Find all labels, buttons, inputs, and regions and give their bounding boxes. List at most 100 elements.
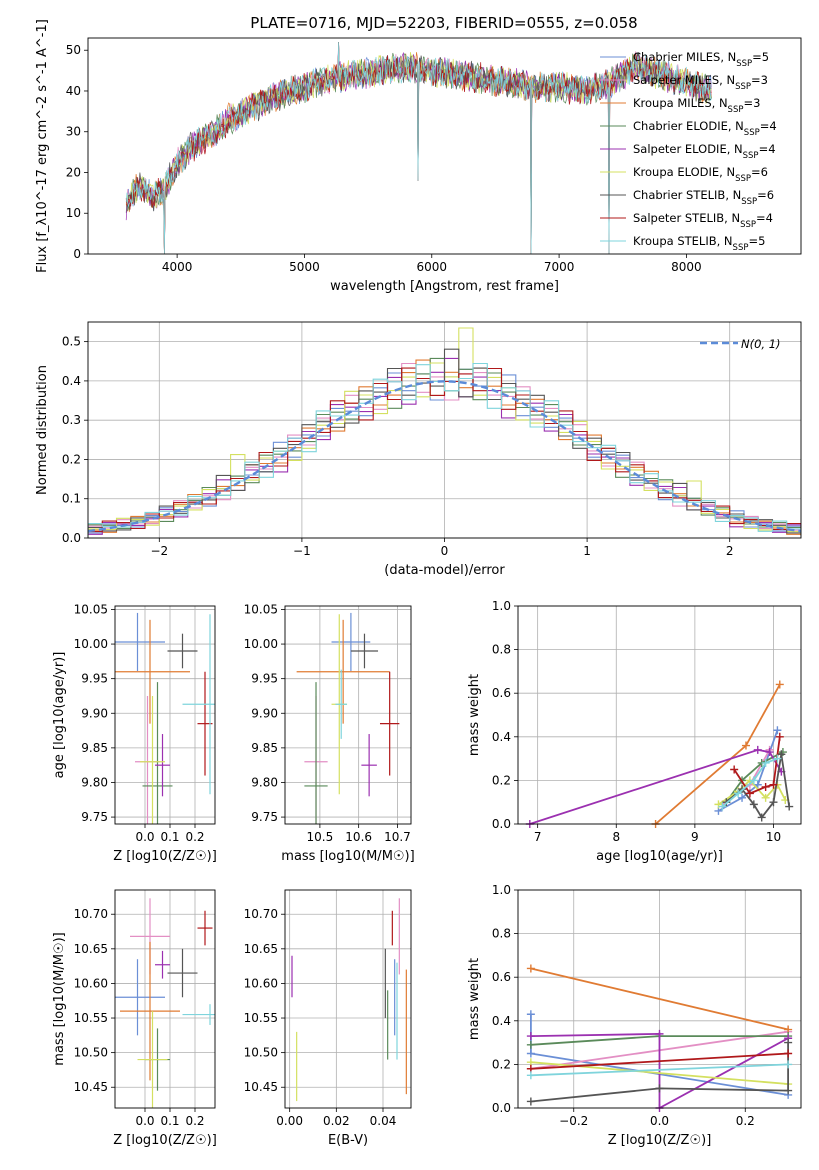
weight-marker bbox=[526, 1010, 535, 1019]
y-tick-label: 20 bbox=[66, 165, 81, 179]
weight-marker bbox=[745, 789, 754, 798]
x-axis-label: Z [log10(Z/Z☉)] bbox=[113, 849, 217, 864]
y-tick-label: 1.0 bbox=[492, 599, 511, 613]
x-tick-label: 7000 bbox=[544, 260, 575, 274]
y-tick-label: 10.05 bbox=[244, 602, 278, 616]
y-tick-label: 9.95 bbox=[251, 672, 278, 686]
x-tick-label: −1 bbox=[293, 544, 311, 558]
y-tick-label: 40 bbox=[66, 84, 81, 98]
y-tick-label: 0.5 bbox=[62, 335, 81, 349]
weight-marker bbox=[526, 964, 535, 973]
y-tick-label: 9.80 bbox=[251, 775, 278, 789]
weight-marker bbox=[655, 1084, 664, 1093]
legend-label: Chabrier ELODIE, NSSP=4 bbox=[633, 119, 777, 138]
y-tick-label: 10.00 bbox=[244, 637, 278, 651]
y-tick-label: 0.0 bbox=[492, 817, 511, 831]
y-tick-label: 0.4 bbox=[62, 374, 81, 388]
axes-frame bbox=[517, 605, 802, 825]
x-tick-label: −2 bbox=[150, 544, 168, 558]
x-tick-label: 8 bbox=[612, 830, 620, 844]
weight-line bbox=[655, 684, 781, 824]
y-tick-label: 0.2 bbox=[492, 1057, 511, 1071]
y-tick-label: 0.2 bbox=[62, 452, 81, 466]
y-tick-label: 10.00 bbox=[74, 637, 108, 651]
y-tick-label: 10.45 bbox=[74, 1080, 108, 1094]
y-tick-label: 0.3 bbox=[62, 413, 81, 427]
x-tick-label: 10.7 bbox=[384, 830, 411, 844]
y-tick-label: 10.65 bbox=[74, 942, 108, 956]
weight-marker bbox=[765, 748, 774, 757]
y-tick-label: 50 bbox=[66, 43, 81, 57]
weight-marker bbox=[749, 800, 758, 809]
weight-marker bbox=[753, 745, 762, 754]
axes-frame bbox=[517, 889, 802, 1109]
legend-label: Kroupa MILES, NSSP=3 bbox=[633, 96, 760, 115]
x-tick-label: 10 bbox=[766, 830, 781, 844]
weight-marker bbox=[761, 793, 770, 802]
weight-marker bbox=[773, 726, 782, 735]
y-tick-label: 9.85 bbox=[81, 741, 108, 755]
y-tick-label: 9.80 bbox=[81, 775, 108, 789]
x-tick-label: 0 bbox=[441, 544, 449, 558]
x-axis-label: age [log10(age/yr)] bbox=[596, 849, 723, 864]
y-tick-label: 1.0 bbox=[492, 883, 511, 897]
y-tick-label: 9.75 bbox=[251, 810, 278, 824]
axes-frame bbox=[284, 889, 412, 1109]
x-tick-label: 9 bbox=[691, 830, 699, 844]
x-tick-label: 0.1 bbox=[160, 1114, 179, 1128]
legend-label: N(0, 1) bbox=[741, 337, 781, 351]
y-tick-label: 9.90 bbox=[81, 706, 108, 720]
legend-label: Kroupa STELIB, NSSP=5 bbox=[633, 234, 765, 253]
y-tick-label: 0 bbox=[73, 247, 81, 261]
y-tick-label: 10.50 bbox=[74, 1046, 108, 1060]
y-tick-label: 10.65 bbox=[244, 942, 278, 956]
x-tick-label: 10.6 bbox=[345, 830, 372, 844]
y-tick-label: 9.85 bbox=[251, 741, 278, 755]
x-tick-label: 0.0 bbox=[135, 1114, 154, 1128]
y-axis-label: Flux [f_λ10^-17 erg cm^-2 s^-1 A^-1] bbox=[35, 19, 50, 273]
spectrum-line bbox=[125, 42, 712, 254]
weight-marker bbox=[775, 732, 784, 741]
weight-vs-age: 7 8 9 10 0.0 0.2 0.4 0.6 0.8 1.0 age [log10(age/yr… bbox=[467, 599, 802, 864]
weight-line bbox=[530, 1063, 789, 1077]
axes-frame bbox=[114, 889, 216, 1109]
y-axis-label: Normed distribution bbox=[35, 365, 50, 495]
normal-curve bbox=[88, 380, 801, 533]
y-axis-label: mass [log10(M/M☉)] bbox=[52, 932, 67, 1065]
axes-frame bbox=[87, 321, 802, 539]
weight-line bbox=[529, 748, 783, 824]
weight-marker bbox=[761, 782, 770, 791]
y-tick-label: 10.55 bbox=[74, 1011, 108, 1025]
spectrum-legend: Chabrier MILES, NSSP=5 Salpeter MILES, NS… bbox=[600, 50, 777, 253]
y-tick-label: 9.75 bbox=[81, 810, 108, 824]
y-tick-label: 9.95 bbox=[81, 672, 108, 686]
weight-marker bbox=[775, 680, 784, 689]
x-axis-label: Z [log10(Z/Z☉)] bbox=[113, 1133, 217, 1148]
age-vs-z: 0.0 0.1 0.2 9.75 9.80 9.85 9.90 9.95 10.00 10.05 Z… bbox=[52, 602, 217, 864]
x-tick-label: 10.5 bbox=[307, 830, 334, 844]
x-tick-label: 2 bbox=[726, 544, 734, 558]
y-tick-label: 0.4 bbox=[492, 1014, 511, 1028]
y-axis-label: mass weight bbox=[467, 958, 482, 1040]
weight-marker bbox=[526, 1049, 535, 1058]
weight-line bbox=[530, 1032, 789, 1108]
axes-frame bbox=[87, 37, 802, 255]
weight-marker bbox=[655, 1029, 664, 1038]
plot-layer: 4000 5000 6000 7000 800001020304050wavelengt… bbox=[35, 19, 802, 1148]
y-tick-label: 10.70 bbox=[244, 907, 278, 921]
y-tick-label: 9.90 bbox=[251, 706, 278, 720]
weight-marker bbox=[526, 1032, 535, 1041]
weight-marker bbox=[738, 793, 747, 802]
weight-line bbox=[530, 967, 789, 1031]
weight-marker bbox=[769, 780, 778, 789]
x-tick-label: 0.04 bbox=[370, 1114, 397, 1128]
weight-marker bbox=[749, 776, 758, 785]
mass-vs-ebv: 0.00 0.02 0.04 10.45 10.50 10.55 10.60 10.65 10.… bbox=[244, 889, 412, 1148]
x-tick-label: 1 bbox=[583, 544, 591, 558]
weight-marker bbox=[777, 750, 786, 759]
x-tick-label: 0.0 bbox=[650, 1114, 669, 1128]
y-tick-label: 0.4 bbox=[492, 730, 511, 744]
y-tick-label: 10.50 bbox=[244, 1046, 278, 1060]
legend-label: Kroupa ELODIE, NSSP=6 bbox=[633, 165, 768, 184]
